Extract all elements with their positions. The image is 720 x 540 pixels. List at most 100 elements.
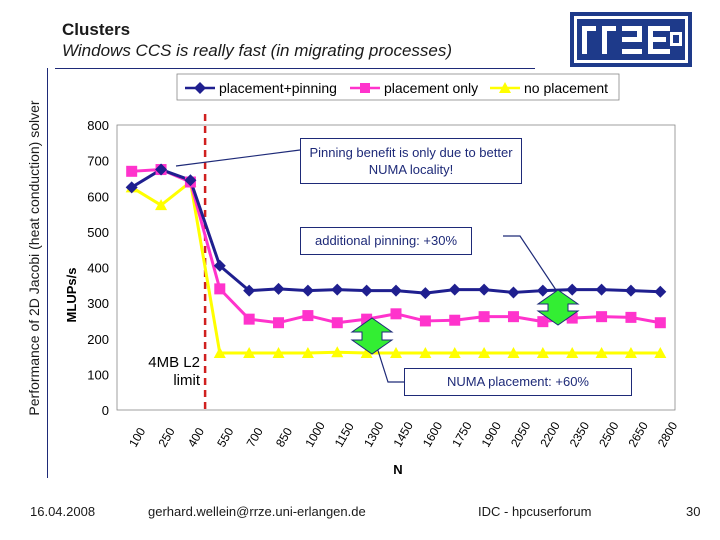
data-point-placement-only: [537, 316, 549, 328]
y-tick-label: 700: [87, 154, 109, 169]
series-markers: [125, 163, 667, 358]
rrze-logo: [570, 12, 692, 67]
x-tick-label: 700: [244, 425, 266, 450]
data-point-placement-pinning: [390, 284, 402, 297]
data-point-placement-pinning: [155, 163, 168, 176]
pinning-callout: Pinning benefit is only due to better NU…: [300, 138, 522, 184]
data-point-no-placement: [654, 347, 667, 358]
x-tick-label: 2050: [508, 419, 534, 449]
footer-date: 16.04.2008: [30, 504, 96, 519]
numa-callout-pointer: [373, 337, 404, 383]
data-point-placement-pinning: [478, 283, 491, 296]
data-point-no-placement: [595, 347, 608, 358]
y-tick-label: 300: [87, 296, 109, 311]
series-lines: [130, 168, 661, 355]
data-point-no-placement: [360, 347, 373, 358]
x-tick-label: 2800: [655, 419, 681, 449]
y-tick-label: 800: [87, 118, 109, 133]
x-tick-label: 400: [185, 425, 207, 450]
data-point-placement-only: [273, 317, 285, 329]
l2-limit-label-line2: limit: [173, 372, 200, 389]
data-point-no-placement: [331, 346, 344, 358]
data-point-placement-pinning: [331, 283, 344, 296]
slide-subtitle: Windows CCS is really fast (in migrating…: [62, 41, 453, 60]
data-point-no-placement: [301, 347, 314, 358]
data-point-placement-only: [478, 311, 490, 323]
legend-box: [176, 73, 620, 101]
data-point-placement-pinning: [624, 284, 637, 297]
x-tick-label: 2500: [596, 419, 622, 449]
y-axis-title: MLUPs/s: [64, 268, 79, 323]
data-point-placement-only: [654, 317, 666, 329]
x-tick-label: 100: [126, 425, 148, 450]
pinning-callout-pointer: [175, 149, 301, 167]
data-point-placement-only: [449, 314, 461, 326]
x-tick-label: 2350: [567, 419, 593, 449]
data-point-placement-only: [361, 313, 373, 325]
data-point-no-placement: [478, 347, 491, 358]
additional-pinning-callout: additional pinning: +30%: [300, 227, 472, 255]
title-divider: [55, 68, 535, 69]
data-point-placement-only: [596, 311, 608, 323]
series-line-no-placement: [130, 180, 661, 355]
data-point-placement-pinning: [595, 283, 608, 296]
numa-placement-callout: NUMA placement: +60%: [404, 368, 632, 396]
x-axis-title: N: [393, 462, 402, 477]
y-tick-label: 0: [102, 403, 109, 418]
x-tick-label: 2650: [625, 419, 651, 449]
data-point-no-placement: [448, 347, 461, 358]
footer-page-number: 30: [686, 504, 701, 519]
data-point-placement-only: [390, 308, 402, 320]
data-point-no-placement: [243, 347, 256, 358]
data-point-placement-only: [507, 311, 519, 323]
data-point-placement-only: [419, 315, 431, 327]
x-tick-label: 1600: [420, 419, 446, 449]
data-point-placement-pinning: [419, 287, 432, 300]
data-point-placement-pinning: [213, 259, 226, 272]
data-point-placement-pinning: [507, 286, 520, 299]
legend-marker-placement-only: [360, 83, 370, 93]
footer-email: gerhard.wellein@rrze.uni-erlangen.de: [148, 504, 366, 519]
l2-limit-label: 4MB L2 limit: [118, 354, 200, 390]
data-point-no-placement: [272, 347, 285, 358]
y-tick-label: 500: [87, 225, 109, 240]
data-point-placement-pinning: [360, 284, 373, 297]
data-point-no-placement: [624, 347, 637, 358]
x-tick-label: 250: [156, 425, 178, 450]
x-axis-ticks: 100 250 400 550 700 850 1000 1150 1300 1450 1600 17…: [126, 419, 680, 449]
data-point-no-placement: [390, 347, 402, 358]
x-tick-label: 1300: [361, 419, 387, 449]
plot-area: [116, 124, 676, 411]
data-point-placement-only: [566, 312, 578, 324]
y-tick-label: 100: [87, 367, 109, 382]
x-tick-label: 850: [273, 425, 295, 450]
x-tick-label: 1000: [302, 419, 328, 449]
legend-label-placement-only: placement only: [384, 80, 478, 96]
data-point-placement-pinning: [654, 285, 667, 298]
data-point-placement-pinning: [566, 283, 579, 296]
data-point-placement-pinning: [536, 284, 549, 297]
data-point-placement-pinning: [243, 284, 256, 297]
data-point-no-placement: [213, 347, 226, 358]
y-tick-label: 200: [87, 332, 109, 347]
data-point-placement-only: [331, 317, 343, 329]
legend: placement+pinning placement only no plac…: [176, 73, 620, 101]
additional-callout-pointer: [503, 235, 557, 291]
data-point-placement-pinning: [125, 181, 138, 194]
x-tick-label: 1450: [390, 419, 416, 449]
x-tick-label: 1750: [449, 419, 475, 449]
pinning-gain-arrow: [536, 289, 580, 326]
data-point-no-placement: [566, 347, 579, 358]
data-point-placement-only: [243, 313, 255, 325]
data-point-placement-pinning: [272, 282, 285, 295]
legend-marker-placement-pinning: [194, 82, 206, 94]
y-tick-label: 400: [87, 261, 109, 276]
slide-title: Clusters: [62, 20, 131, 39]
x-tick-label: 2200: [537, 419, 563, 449]
legend-label-no-placement: no placement: [524, 80, 608, 96]
data-point-placement-only: [126, 165, 138, 177]
numa-gain-arrow: [350, 317, 394, 355]
legend-label-placement-pinning: placement+pinning: [219, 80, 337, 96]
l2-limit-label-line1: 4MB L2: [148, 354, 200, 371]
